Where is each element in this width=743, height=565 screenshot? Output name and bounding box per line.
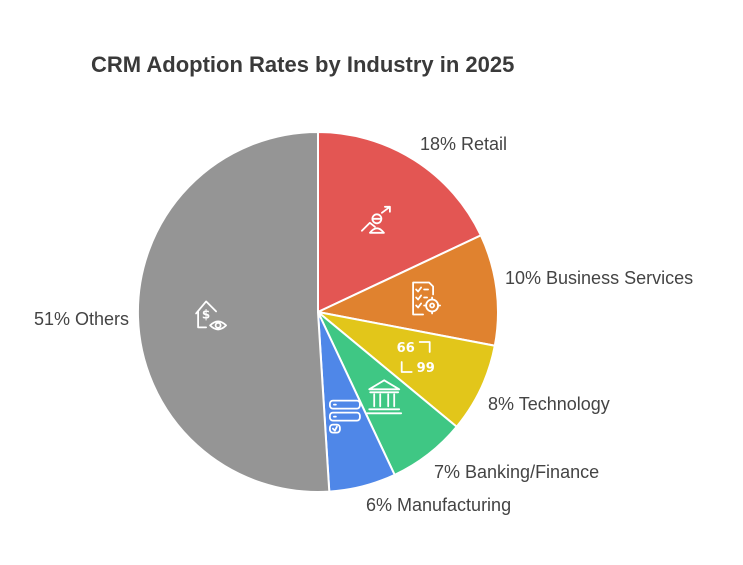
- house-dollar-eye-icon: $: [195, 300, 228, 331]
- slice-label-retail: 18% Retail: [420, 134, 507, 154]
- svg-text:$: $: [202, 307, 210, 321]
- growth-person-icon: [360, 205, 391, 234]
- pie-slice-retail: [317, 130, 483, 314]
- checklist-gear-icon: [412, 281, 442, 316]
- pie-slice-others: [137, 130, 331, 493]
- slice-label-banking-finance: 7% Banking/Finance: [434, 462, 599, 482]
- pie-slice-technology: [317, 311, 496, 429]
- server-rack-icon: [328, 399, 361, 434]
- chart-title: CRM Adoption Rates by Industry in 2025: [91, 52, 515, 77]
- pie-slice-business-services: [314, 234, 499, 347]
- slice-label-others: 51% Others: [34, 309, 129, 329]
- slice-label-manufacturing: 6% Manufacturing: [366, 495, 511, 515]
- svg-text:66: 66: [397, 341, 415, 356]
- slice-label-business-services: 10% Business Services: [505, 268, 693, 288]
- slice-label-technology: 8% Technology: [488, 394, 610, 414]
- svg-text:99: 99: [417, 361, 435, 376]
- bank-icon: [366, 379, 403, 415]
